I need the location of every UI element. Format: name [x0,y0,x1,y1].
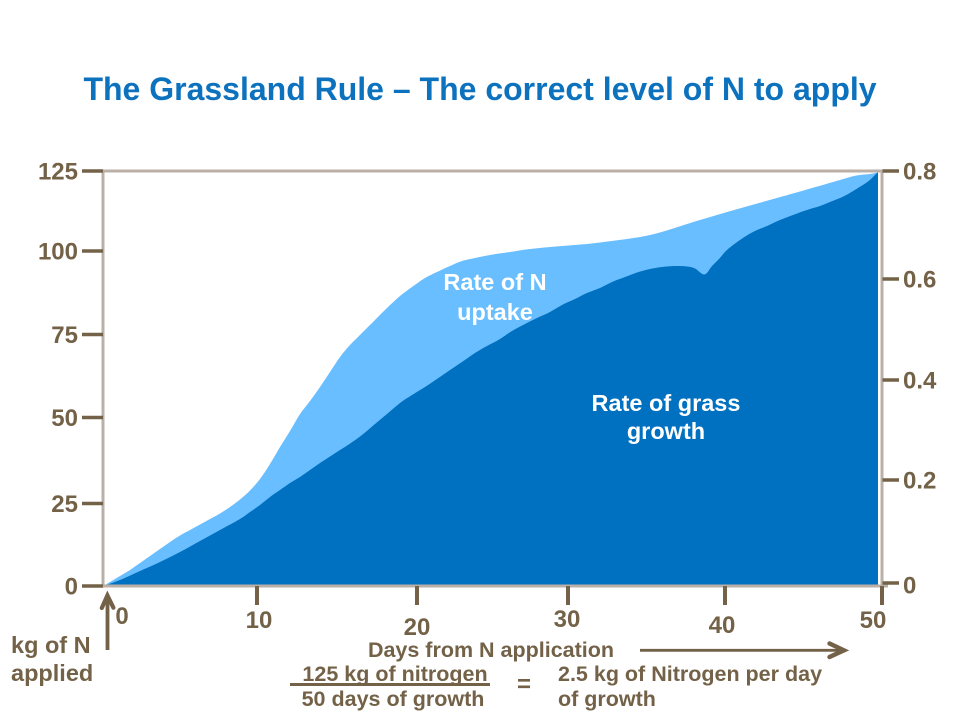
svg-text:=: = [517,671,531,698]
svg-text:2.5 kg of Nitrogen per day: 2.5 kg of Nitrogen per day [558,662,822,686]
svg-text:0.8: 0.8 [903,159,936,186]
svg-text:growth: growth [627,418,705,444]
svg-text:of growth: of growth [558,687,656,711]
svg-text:125: 125 [38,159,78,186]
svg-text:125 kg of nitrogen: 125 kg of nitrogen [302,662,487,686]
svg-text:25: 25 [51,491,78,518]
svg-text:0: 0 [115,603,128,630]
svg-text:20: 20 [404,614,431,641]
svg-text:40: 40 [709,612,736,639]
svg-text:Rate of grass: Rate of grass [592,390,741,416]
svg-text:uptake: uptake [457,299,533,325]
svg-text:0: 0 [903,573,916,600]
svg-text:50 days of growth: 50 days of growth [302,687,485,711]
svg-text:0.4: 0.4 [903,368,937,395]
svg-text:100: 100 [38,239,78,266]
svg-text:0.6: 0.6 [903,267,936,294]
svg-text:75: 75 [51,322,78,349]
svg-text:Rate of N: Rate of N [443,269,546,295]
svg-text:50: 50 [860,607,887,634]
svg-text:50: 50 [51,405,78,432]
svg-text:applied: applied [11,660,93,686]
svg-text:The Grassland Rule – The corre: The Grassland Rule – The correct level o… [83,71,876,107]
svg-text:0: 0 [65,574,78,601]
svg-text:Days from N application: Days from N application [368,638,614,662]
svg-text:30: 30 [554,606,581,633]
svg-text:0.2: 0.2 [903,468,936,495]
svg-text:kg of N: kg of N [11,632,91,658]
svg-text:10: 10 [246,607,273,634]
